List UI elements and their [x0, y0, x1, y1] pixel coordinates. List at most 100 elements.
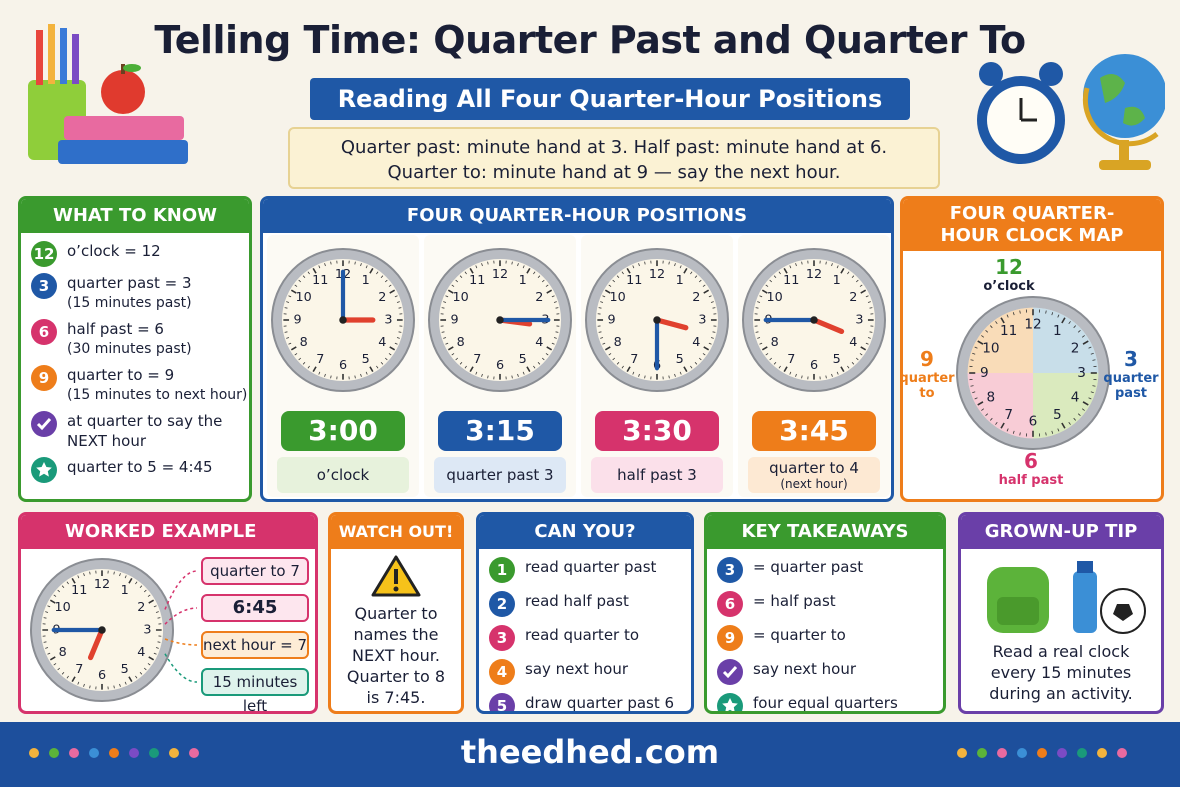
item-text: say next hour	[753, 659, 856, 679]
grown-up-tip-panel: GROWN-UP TIP Read a real clock every 15 …	[958, 512, 1164, 714]
tick	[710, 301, 714, 303]
marker-label: half past	[998, 473, 1064, 488]
clock-number: 11	[783, 273, 799, 288]
clock-number: 5	[1053, 407, 1062, 423]
clock-number: 7	[316, 352, 324, 367]
tick	[626, 366, 631, 373]
time: 3:15	[438, 411, 562, 451]
list-item: 6 = half past	[717, 591, 943, 617]
clock-number: 2	[692, 290, 700, 305]
tick	[860, 346, 867, 351]
tick	[1000, 422, 1005, 429]
tick	[384, 279, 388, 283]
tick	[1061, 422, 1066, 429]
tick	[604, 346, 611, 351]
tick	[66, 675, 69, 679]
list-item: 3 = quarter past	[717, 557, 943, 583]
tick	[83, 683, 85, 687]
clock-number: 3	[855, 313, 863, 328]
badge: 2	[489, 591, 515, 617]
tick	[761, 346, 768, 351]
clock-number: 5	[519, 352, 527, 367]
clock-number: 10	[610, 290, 626, 305]
text: half past = 6	[67, 320, 164, 338]
tick	[1068, 321, 1071, 325]
tick	[537, 275, 541, 279]
tick	[553, 301, 557, 303]
tick	[324, 263, 326, 267]
clock-number: 6	[810, 358, 818, 373]
tip-text: Read a real clock every 15 minutes durin…	[989, 642, 1133, 703]
tick	[522, 371, 525, 375]
tick	[1045, 310, 1047, 314]
item-text: read quarter past	[525, 557, 656, 577]
tick	[307, 271, 310, 275]
tick	[1019, 310, 1021, 314]
list-item: 3 read quarter to	[489, 625, 691, 651]
badge: 3	[717, 557, 743, 583]
tick	[703, 289, 710, 294]
list-item: at quarter to say the NEXT hour	[31, 411, 249, 451]
list-item: 9 quarter to = 9 (15 minutes to next hour)	[31, 365, 249, 405]
tick	[847, 271, 850, 275]
tick	[970, 359, 974, 361]
tick	[475, 371, 478, 375]
badge: 5	[489, 693, 515, 711]
tick	[1057, 428, 1060, 432]
tick	[522, 265, 525, 269]
tick	[384, 357, 388, 361]
tick	[840, 366, 845, 373]
clock-number: 4	[692, 335, 700, 350]
tick	[600, 301, 604, 303]
clock-number: 3	[698, 313, 706, 328]
marker-number: 3	[1124, 347, 1138, 371]
tick	[312, 267, 317, 274]
tick	[318, 371, 321, 375]
what-to-know-panel: WHAT TO KNOW 12 o’clock = 12 3 quarter past…	[18, 196, 252, 502]
watch-out-text: Quarter to names the NEXT hour. Quarter …	[346, 604, 446, 707]
clock-number: 1	[519, 273, 527, 288]
clock-number: 10	[55, 600, 71, 615]
tick	[481, 373, 483, 377]
badge: 3	[31, 273, 57, 299]
tick	[551, 342, 555, 345]
hour-hand	[811, 317, 845, 335]
item-text: draw quarter past 6	[525, 693, 674, 711]
key-takeaways-panel: KEY TAKEAWAYS 3 = quarter past 6 = half pas…	[704, 512, 946, 714]
tick	[825, 261, 827, 265]
tick	[533, 271, 536, 275]
dots	[29, 748, 199, 758]
check-mark	[722, 666, 738, 679]
tick	[447, 346, 454, 351]
tick	[690, 365, 693, 369]
icon	[717, 693, 743, 711]
tick	[330, 375, 332, 379]
tick	[77, 575, 80, 579]
tick	[487, 375, 489, 379]
tick	[1081, 335, 1085, 338]
clock-number: 3	[143, 623, 151, 638]
marker-number: 12	[995, 255, 1023, 279]
tick	[148, 656, 155, 661]
clock-number: 2	[849, 290, 857, 305]
quarter	[1033, 373, 1099, 439]
marker-number: 6	[1024, 449, 1038, 473]
tick	[441, 331, 445, 333]
tick	[977, 340, 984, 345]
tick	[369, 366, 374, 373]
tick	[135, 581, 138, 585]
tick	[380, 275, 384, 279]
tick	[602, 342, 606, 345]
arrow	[164, 653, 198, 683]
tick	[53, 663, 57, 666]
tick	[851, 361, 855, 365]
panel-title: CAN YOU?	[479, 515, 691, 549]
list-item: 5 draw quarter past 6	[489, 693, 691, 711]
dot	[957, 748, 967, 758]
tick	[113, 571, 115, 575]
tick	[475, 265, 478, 269]
clock-number: 1	[121, 583, 129, 598]
clock-number: 7	[630, 352, 638, 367]
tick	[977, 401, 984, 406]
